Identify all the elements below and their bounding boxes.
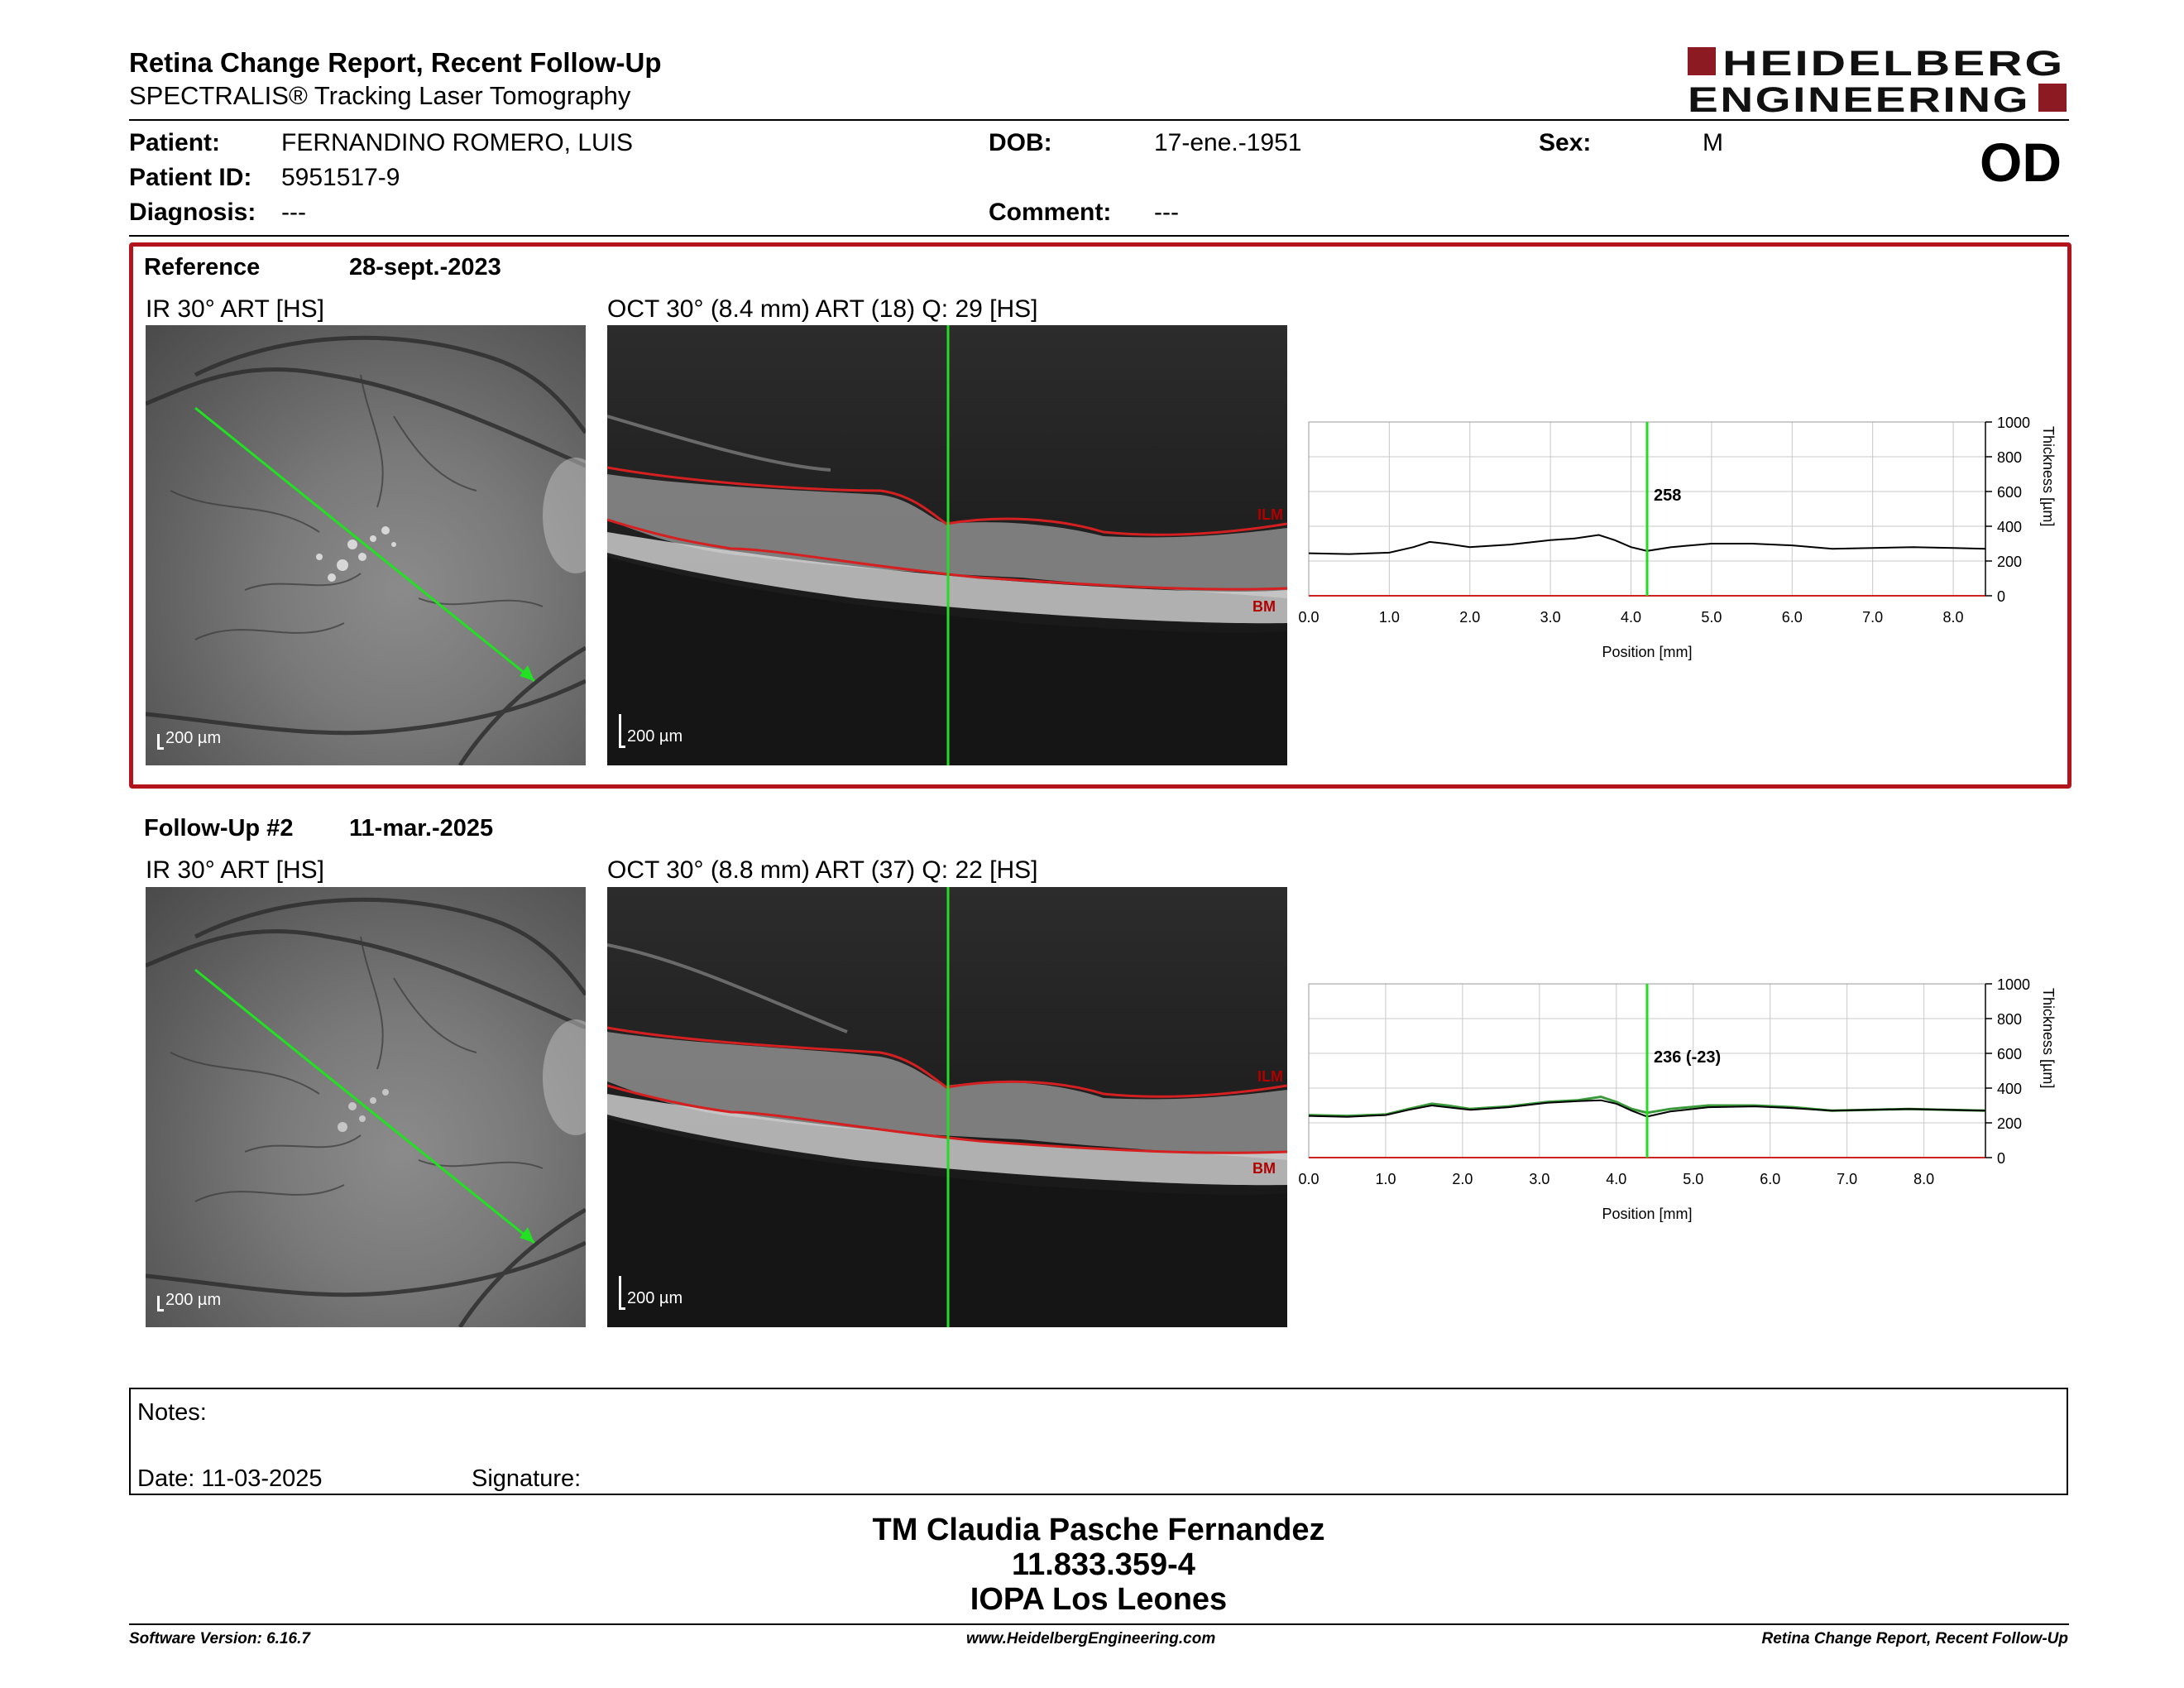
reference-ir-image[interactable]: 200 µm xyxy=(146,325,586,765)
y-tick-label: 800 xyxy=(1997,1011,2022,1028)
signature-institution: IOPA Los Leones xyxy=(970,1582,1228,1617)
x-tick-label: 7.0 xyxy=(1862,609,1883,626)
x-tick-label: 3.0 xyxy=(1529,1171,1549,1187)
heidelberg-logo: HEIDELBERG ENGINEERING xyxy=(1688,44,2068,120)
software-version: Software Version: 6.16.7 xyxy=(129,1630,310,1647)
x-tick-label: 0.0 xyxy=(1298,1171,1319,1187)
followup-ilm-label: ILM xyxy=(1257,1068,1283,1085)
followup-date: 11-mar.-2025 xyxy=(349,815,494,842)
y-tick-label: 200 xyxy=(1997,1115,2022,1132)
notes-label: Notes: xyxy=(137,1399,207,1426)
oct-scale-bar xyxy=(619,714,625,748)
x-tick-label: 3.0 xyxy=(1540,609,1561,626)
series-line xyxy=(1308,534,1986,555)
x-tick-label: 8.0 xyxy=(1913,1171,1934,1187)
header-divider xyxy=(129,119,2069,121)
followup-ir-title: IR 30° ART [HS] xyxy=(146,856,324,884)
followup-ir-image[interactable]: 200 µm xyxy=(146,887,586,1327)
followup-thickness-chart[interactable]: 0 200 400 600 800 1000 Thickness [µm] 0.0 1.0 2.0… xyxy=(1298,967,2085,1240)
marker-value-label: 236 (-23) xyxy=(1654,1048,1721,1067)
x-tick-label: 4.0 xyxy=(1606,1171,1626,1187)
y-tick-label: 600 xyxy=(1997,484,2022,501)
comment-value: --- xyxy=(1154,199,1179,226)
y-tick-label: 0 xyxy=(1997,588,2005,605)
sex-label: Sex: xyxy=(1539,129,1592,156)
eye-indicator: OD xyxy=(1980,132,2062,193)
x-tick-label: 2.0 xyxy=(1452,1171,1473,1187)
diagnosis-value: --- xyxy=(281,199,306,226)
x-tick-label: 6.0 xyxy=(1760,1171,1780,1187)
report-title: Retina Change Report, Recent Follow-Up xyxy=(129,47,662,78)
reference-label: Reference xyxy=(144,254,261,281)
reference-date: 28-sept.-2023 xyxy=(349,254,501,281)
y-tick-label: 1000 xyxy=(1997,976,2030,993)
series-line xyxy=(1308,1099,1986,1118)
y-tick-label: 0 xyxy=(1997,1150,2005,1167)
x-tick-label: 5.0 xyxy=(1701,609,1722,626)
patient-id-label: Patient ID: xyxy=(129,164,252,191)
x-tick-label: 7.0 xyxy=(1837,1171,1857,1187)
followup-label: Follow-Up #2 xyxy=(144,815,294,842)
reference-frame xyxy=(129,242,2071,789)
reference-oct-title: OCT 30° (8.4 mm) ART (18) Q: 29 [HS] xyxy=(607,295,1038,323)
reference-oct-scale: 200 µm xyxy=(627,727,683,746)
x-tick-label: 0.0 xyxy=(1298,609,1319,626)
signature-label: Signature: xyxy=(472,1465,582,1492)
patient-label: Patient: xyxy=(129,129,221,156)
y-tick-label: 600 xyxy=(1997,1046,2022,1062)
comment-label: Comment: xyxy=(989,199,1112,226)
x-tick-label: 2.0 xyxy=(1459,609,1480,626)
report-subtitle: SPECTRALIS® Tracking Laser Tomography xyxy=(129,81,631,110)
sex-value: M xyxy=(1703,129,1723,156)
patient-divider xyxy=(129,235,2069,237)
marker-value-label: 258 xyxy=(1654,487,1681,505)
oct-scale-bar xyxy=(619,1276,625,1310)
x-tick-label: 1.0 xyxy=(1379,609,1400,626)
x-axis-label: Position [mm] xyxy=(1602,1206,1692,1222)
ir-scale-bar xyxy=(157,1296,164,1312)
date-label: Date: 11-03-2025 xyxy=(137,1465,323,1492)
logo-line1: HEIDELBERG xyxy=(1722,46,2065,84)
followup-oct-title: OCT 30° (8.8 mm) ART (37) Q: 22 [HS] xyxy=(607,856,1038,884)
y-tick-label: 800 xyxy=(1997,449,2022,466)
reference-ir-title: IR 30° ART [HS] xyxy=(146,295,324,323)
reference-ilm-label: ILM xyxy=(1257,506,1283,523)
dob-label: DOB: xyxy=(989,129,1052,156)
reference-oct-image[interactable]: ILM BM 200 µm xyxy=(607,325,1287,765)
x-axis-label: Position [mm] xyxy=(1602,644,1692,660)
followup-oct-image[interactable]: ILM BM 200 µm xyxy=(607,887,1287,1327)
followup-bm-label: BM xyxy=(1252,1160,1276,1177)
footer-report-title: Retina Change Report, Recent Follow-Up xyxy=(1761,1630,2068,1647)
y-tick-label: 400 xyxy=(1997,519,2022,535)
dob-value: 17-ene.-1951 xyxy=(1154,129,1302,156)
followup-oct-scale: 200 µm xyxy=(627,1289,683,1307)
y-axis-label: Thickness [µm] xyxy=(2040,426,2057,526)
x-tick-label: 6.0 xyxy=(1782,609,1803,626)
x-tick-label: 8.0 xyxy=(1943,609,1964,626)
reference-thickness-chart[interactable]: 0 200 400 600 800 1000 Thickness [µm] 0.0 1.0 2.0… xyxy=(1298,405,2085,679)
x-tick-label: 1.0 xyxy=(1375,1171,1396,1187)
y-tick-label: 400 xyxy=(1997,1081,2022,1097)
website-link[interactable]: www.HeidelbergEngineering.com xyxy=(966,1630,1216,1647)
reference-bm-label: BM xyxy=(1252,598,1276,615)
y-tick-label: 200 xyxy=(1997,554,2022,570)
y-axis-label: Thickness [µm] xyxy=(2040,988,2057,1088)
diagnosis-label: Diagnosis: xyxy=(129,199,256,226)
ir-scale-bar xyxy=(157,734,164,750)
footer-divider xyxy=(129,1623,2069,1625)
logo-line2: ENGINEERING xyxy=(1688,80,2030,118)
followup-ir-scale: 200 µm xyxy=(165,1291,222,1309)
signature-rut: 11.833.359-4 xyxy=(1012,1547,1195,1582)
patient-id-value: 5951517-9 xyxy=(281,164,400,191)
x-tick-label: 4.0 xyxy=(1621,609,1641,626)
signature-name: TM Claudia Pasche Fernandez xyxy=(872,1513,1325,1547)
x-tick-label: 5.0 xyxy=(1683,1171,1703,1187)
notes-box[interactable]: Notes: Date: 11-03-2025 Signature: xyxy=(129,1388,2068,1495)
patient-name: FERNANDINO ROMERO, LUIS xyxy=(281,129,634,156)
y-tick-label: 1000 xyxy=(1997,415,2030,431)
reference-ir-scale: 200 µm xyxy=(165,729,222,747)
